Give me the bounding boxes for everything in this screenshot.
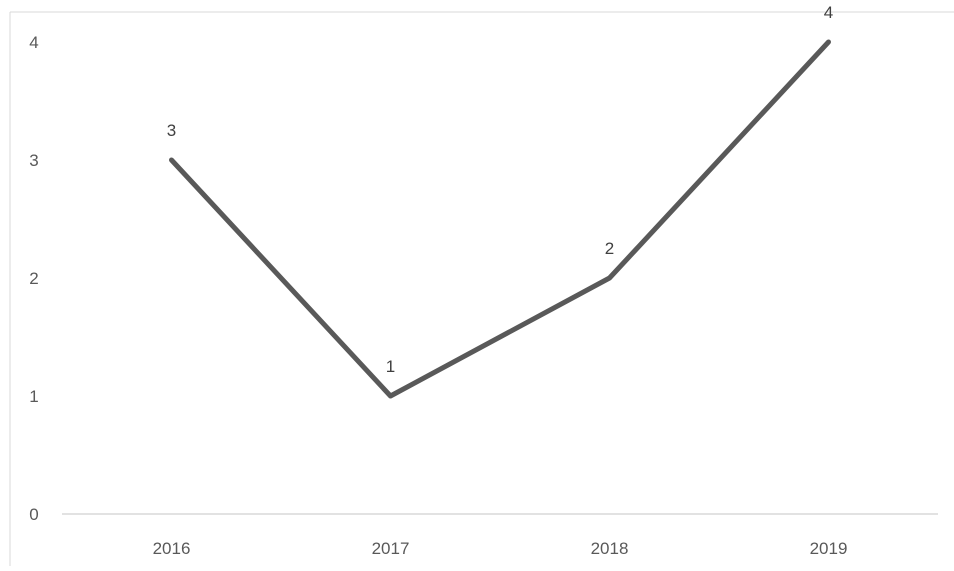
y-axis-ticks: 0 1 2 3 4	[29, 33, 38, 524]
data-label: 4	[824, 3, 833, 22]
y-tick-label: 4	[29, 33, 38, 52]
x-tick-label: 2019	[810, 539, 848, 558]
data-label: 1	[386, 357, 395, 376]
x-tick-label: 2018	[591, 539, 629, 558]
data-label: 2	[605, 239, 614, 258]
data-label: 3	[167, 121, 176, 140]
y-tick-label: 1	[29, 387, 38, 406]
data-labels: 3 1 2 4	[167, 3, 833, 376]
x-axis-ticks: 2016 2017 2018 2019	[153, 539, 848, 558]
x-tick-label: 2017	[372, 539, 410, 558]
y-tick-label: 2	[29, 269, 38, 288]
y-tick-label: 0	[29, 505, 38, 524]
y-tick-label: 3	[29, 151, 38, 170]
x-tick-label: 2016	[153, 539, 191, 558]
series-line	[169, 39, 831, 399]
